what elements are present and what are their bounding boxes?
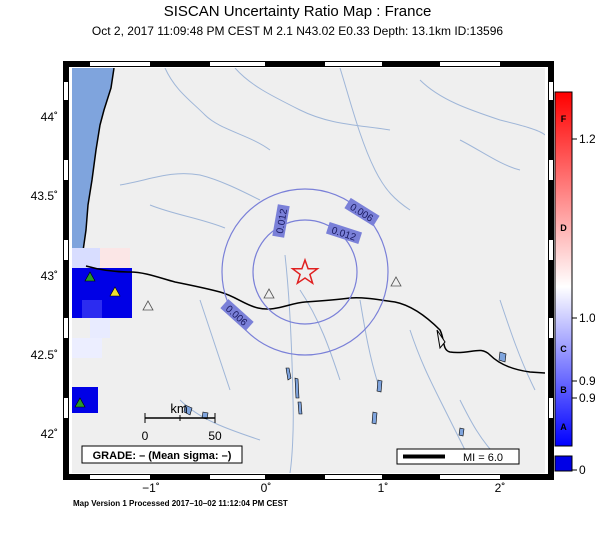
colorbar-value: 0 [579, 463, 586, 477]
sea-area [72, 68, 114, 262]
frame-ticks [64, 62, 553, 479]
lon-label: −1˚ [142, 481, 160, 495]
scale-tick: 50 [208, 429, 222, 443]
uncertainty-contours [221, 188, 389, 356]
map-area[interactable]: 0.006 0.012 0.012 0.006 [72, 68, 545, 473]
scale-tick: 0 [142, 429, 149, 443]
magnitude-legend: MI = 6.0 [396, 448, 520, 465]
grade-letter: A [560, 422, 567, 432]
colorbar-value: 0.9 [579, 391, 595, 405]
colorbar-value: 1.2 [579, 132, 595, 146]
stations[interactable] [74, 271, 402, 408]
lat-label: 42˚ [41, 427, 58, 441]
station-triangle[interactable] [84, 271, 96, 282]
national-border [85, 265, 545, 374]
grade-text: GRADE: – (Mean sigma: –) [93, 450, 232, 462]
uncertainty-cells [72, 248, 132, 413]
grade-letter: C [560, 344, 567, 354]
event-info: Oct 2, 2017 11:09:48 PM CEST M 2.1 N43.0… [91, 24, 504, 38]
lakes [183, 351, 507, 437]
map-frame [63, 61, 554, 480]
colorbar-value: 1.0 [579, 311, 595, 325]
contour-label: 0.012 [275, 208, 290, 235]
station-triangle[interactable] [142, 300, 154, 311]
station-triangle[interactable] [390, 276, 402, 287]
lat-label: 42.5˚ [31, 348, 58, 362]
station-triangle[interactable] [109, 286, 121, 297]
colorbar-value: 0.9 [579, 374, 595, 388]
colorbar-gradient [554, 91, 573, 447]
latitude-labels: 44˚ 43.5˚ 43˚ 42.5˚ 42˚ [31, 110, 58, 441]
epicenter-star-icon[interactable] [290, 257, 320, 286]
map-title: SISCAN Uncertainty Ratio Map : France [163, 3, 432, 20]
magnitude-text: MI = 6.0 [463, 452, 503, 464]
scale-unit: km [170, 401, 187, 416]
lon-label: 0˚ [261, 481, 272, 495]
contour-labels: 0.006 0.012 0.012 0.006 [220, 197, 380, 331]
lon-label: 2˚ [495, 481, 506, 495]
lat-label: 43˚ [41, 269, 58, 283]
station-triangle[interactable] [74, 397, 86, 408]
grade-letter: F [561, 114, 567, 124]
grade-letter: B [560, 385, 567, 395]
processing-info: Map Version 1 Processed 2017–10–02 11:12… [73, 499, 288, 508]
lon-label: 1˚ [378, 481, 389, 495]
lat-label: 44˚ [41, 110, 58, 124]
longitude-labels: −1˚ 0˚ 1˚ 2˚ [142, 481, 505, 495]
land-area [72, 68, 545, 473]
scale-bar: km 0 50 [142, 401, 222, 443]
colorbar-zero-swatch [554, 455, 573, 472]
grade-letter: D [560, 223, 567, 233]
coastline [81, 68, 115, 267]
lat-label: 43.5˚ [31, 189, 58, 203]
grade-box: GRADE: – (Mean sigma: –) [81, 445, 243, 464]
andorra-border [436, 329, 446, 350]
color-scale-legend: F D C B A 1.2 1.0 0.9 0.9 0 [554, 91, 595, 477]
station-triangle[interactable] [263, 288, 275, 299]
